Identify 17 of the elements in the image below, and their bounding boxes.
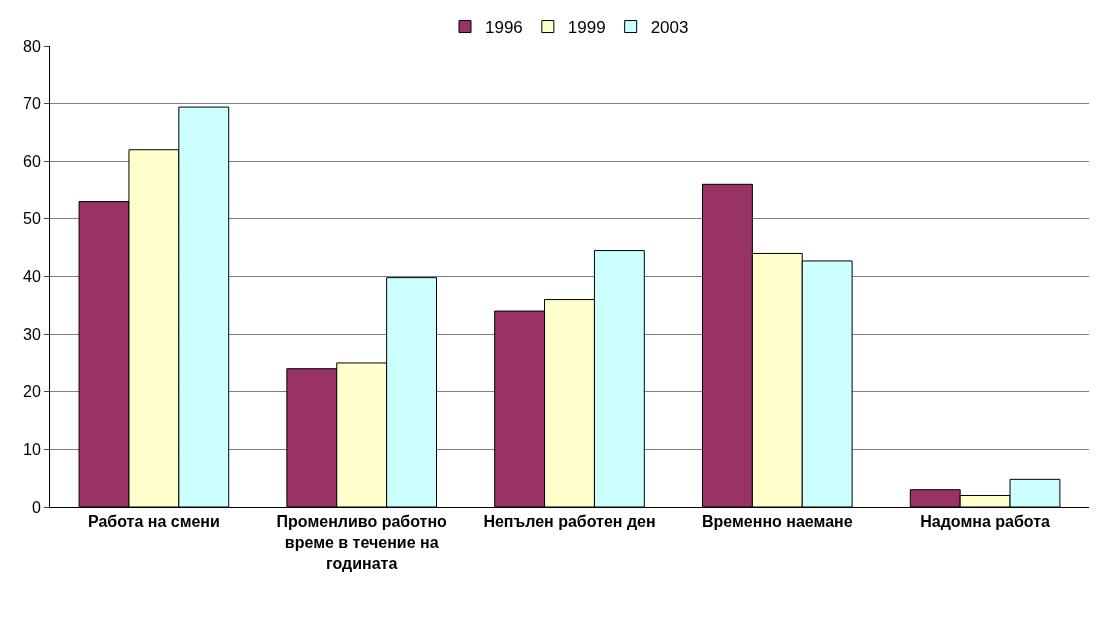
y-tick-label: 60 — [23, 152, 41, 170]
x-tick-label: Променливо работно време в течение на годината — [276, 513, 448, 572]
x-tick-label: Надомна работа — [920, 513, 1051, 531]
legend-label: 1996 — [485, 18, 523, 38]
x-tick-label: Временно наемане — [701, 513, 853, 531]
y-tick-label: 80 — [23, 37, 41, 55]
legend-label: 1999 — [567, 18, 606, 38]
y-tick-label: 30 — [23, 325, 41, 343]
y-tick-label: 20 — [23, 383, 41, 401]
y-tick-label: 50 — [23, 210, 41, 228]
y-tick-label: 0 — [31, 498, 41, 516]
y-tick-label: 10 — [23, 440, 41, 458]
y-tick-label: 70 — [23, 95, 41, 113]
legend-label: 2003 — [650, 18, 689, 38]
y-tick-label: 40 — [23, 268, 41, 286]
x-tick-label: Непълен работен ден — [483, 513, 656, 531]
x-tick-label: Работа на смени — [87, 513, 220, 531]
